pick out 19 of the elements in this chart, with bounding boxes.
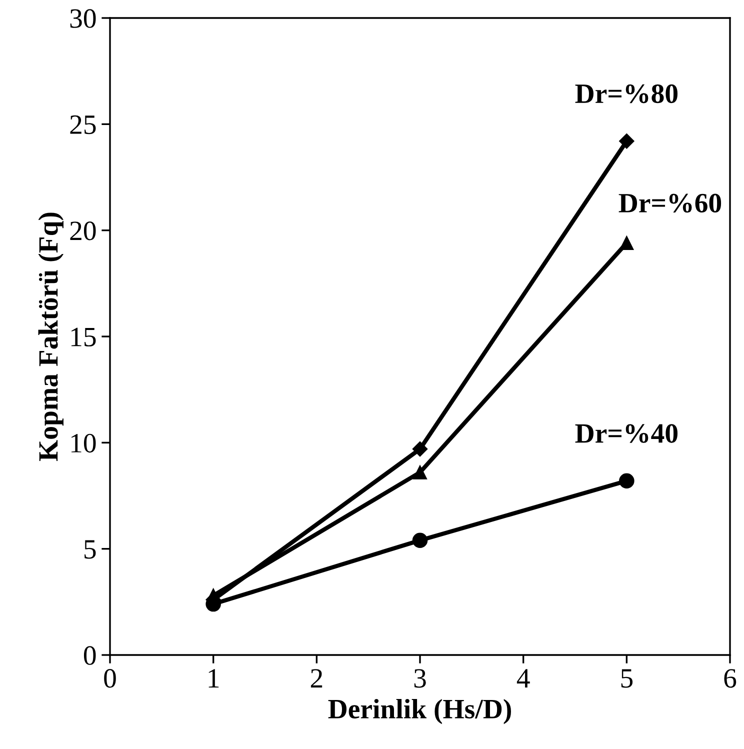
y-tick-label: 15 [71,328,96,346]
y-tick-label: 10 [71,434,96,453]
x-axis-title: Derinlik (Hs/D) [328,698,511,724]
y-tick-label: 20 [70,222,96,240]
y-axis-title: Kopma Faktörü (Fq) [38,212,64,462]
series-label: Dr=%60 [618,194,722,213]
x-tick-label: 4 [516,669,530,688]
x-tick-label: 6 [724,669,736,688]
x-tick-label: 1 [208,669,219,688]
x-tick-label: 0 [104,668,116,688]
y-tick-label: 0 [84,646,96,665]
y-tick-label: 30 [70,9,96,28]
x-tick-label: 3 [414,669,426,688]
series-label: Dr=%40 [575,424,678,443]
x-tick-label: 2 [310,669,322,688]
y-tick-label: 5 [84,540,96,559]
series-label: Dr=%80 [575,84,678,104]
x-tick-label: 5 [621,669,633,688]
y-tick-label: 25 [70,115,96,134]
